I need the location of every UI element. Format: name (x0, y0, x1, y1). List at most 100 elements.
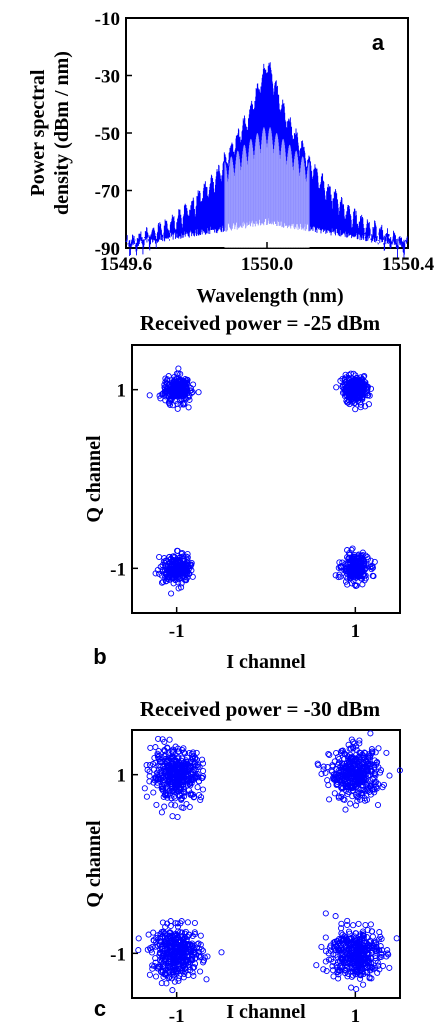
constellation-point (366, 771, 373, 778)
constellation-point (178, 584, 185, 591)
constellation-point (344, 581, 351, 588)
constellation-point (186, 777, 193, 784)
constellation-point (375, 962, 382, 969)
constellation-point (372, 955, 379, 962)
constellation-point (181, 965, 189, 972)
spectrum-x-tick-label: 1550.0 (241, 254, 293, 275)
constellation-point (341, 796, 348, 803)
constellation-point (335, 936, 343, 943)
constellation-point (148, 946, 155, 953)
constellation-point (326, 796, 333, 803)
constellation-point (375, 936, 382, 943)
constellation-point (349, 787, 356, 794)
constellation-point (177, 559, 184, 566)
constellation-point (339, 559, 346, 566)
constellation-point (369, 933, 376, 940)
constellation-b-panel: Received power = -25 dBm -1 1 1 -1 I channe… (83, 311, 401, 673)
constellation-point (150, 789, 157, 796)
constellation-point (180, 386, 187, 393)
constellation-point (376, 929, 383, 936)
constellation-point (172, 802, 179, 809)
constellation-point (342, 970, 349, 977)
constellation-point (369, 942, 376, 949)
constellation-point (180, 557, 187, 564)
constellation-point (349, 953, 356, 961)
constellation-point (377, 769, 384, 776)
constellation-cluster (146, 365, 202, 412)
constellation-point (179, 936, 186, 943)
constellation-point (156, 553, 163, 561)
constellation-point (360, 775, 367, 782)
constellation-point (379, 962, 387, 970)
constellation-point (356, 971, 364, 978)
constellation-point (376, 947, 383, 954)
spectrum-y-tick-label: -70 (95, 182, 120, 203)
constellation-point (371, 786, 378, 793)
constellation-point (350, 563, 357, 570)
constellation-b-title: Received power = -25 dBm (140, 311, 381, 335)
constellation-point (191, 919, 198, 927)
constellation-point (200, 767, 207, 775)
constellation-point (339, 956, 346, 963)
constellation-point (348, 784, 355, 791)
constellation-point (344, 547, 351, 554)
constellation-point (337, 377, 344, 384)
constellation-point (352, 571, 359, 578)
constellation-point (180, 553, 187, 560)
constellation-point (334, 968, 341, 975)
constellation-point (359, 931, 366, 938)
constellation-point (353, 758, 361, 765)
spectrum-y-tick-label: -90 (95, 239, 120, 260)
constellation-point (153, 769, 161, 776)
constellation-point (150, 929, 157, 936)
constellation-y-tick-label: 1 (117, 381, 127, 402)
constellation-point (162, 953, 169, 960)
constellation-point (352, 406, 359, 413)
constellation-point (324, 777, 331, 784)
constellation-point (372, 957, 379, 964)
constellation-point (179, 760, 187, 767)
constellation-point (320, 766, 327, 773)
constellation-point (176, 972, 183, 979)
constellation-point (374, 759, 381, 766)
constellation-point (367, 730, 374, 737)
constellation-point (350, 370, 357, 377)
constellation-point (197, 932, 204, 939)
constellation-point (172, 743, 179, 750)
constellation-point (151, 777, 159, 784)
constellation-point (149, 962, 156, 969)
constellation-point (173, 931, 180, 938)
constellation-point (199, 786, 207, 793)
constellation-point (192, 774, 199, 781)
constellation-point (186, 931, 193, 938)
constellation-point (175, 392, 182, 399)
constellation-point (169, 749, 176, 756)
constellation-point (365, 772, 372, 779)
constellation-point (364, 969, 371, 976)
constellation-point (313, 962, 320, 969)
constellation-b-plot-frame (131, 344, 401, 614)
constellation-point (165, 974, 172, 982)
constellation-point (351, 769, 358, 776)
constellation-point (170, 793, 178, 800)
constellation-point (156, 756, 163, 763)
constellation-point (325, 750, 332, 758)
constellation-point (165, 373, 172, 380)
constellation-point (163, 557, 170, 564)
constellation-point (161, 560, 168, 567)
constellation-point (218, 949, 225, 956)
constellation-cluster (141, 735, 207, 821)
constellation-point (320, 966, 327, 973)
constellation-point (360, 765, 367, 772)
constellation-point (186, 803, 193, 811)
constellation-point (366, 974, 373, 981)
constellation-point (344, 921, 351, 929)
constellation-point (182, 750, 189, 757)
constellation-point (189, 964, 197, 971)
constellation-point (183, 936, 190, 943)
constellation-point (378, 935, 385, 942)
constellation-point (184, 568, 191, 575)
constellation-point (359, 935, 366, 942)
constellation-point (372, 749, 379, 756)
constellation-point (152, 955, 159, 962)
